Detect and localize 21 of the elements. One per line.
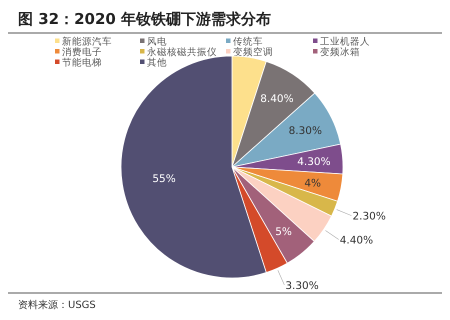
data-label: 2.30%: [352, 210, 386, 223]
title: 图 32：2020 年钕铁硼下游需求分布: [18, 10, 272, 28]
legend-label: 变频冰箱: [320, 46, 360, 58]
data-label: 8.40%: [260, 93, 294, 106]
legend-label: 新能源汽车: [62, 36, 112, 48]
data-label: 5%: [275, 226, 292, 238]
legend-label: 其他: [147, 56, 167, 68]
legend-label: 消费电子: [62, 46, 102, 58]
legend-label: 变频空调: [233, 46, 273, 58]
legend-label: 传统车: [233, 36, 263, 48]
data-label: 4.40%: [340, 234, 374, 247]
data-label: 8.30%: [288, 124, 322, 137]
data-label: 4.30%: [297, 156, 331, 168]
data-label: 55%: [152, 172, 176, 185]
annotation: 资料来源：USGS: [18, 300, 96, 311]
legend-label: 工业机器人: [320, 36, 370, 48]
legend-label: 节能电梯: [62, 56, 102, 68]
legend-label: 永磁核磁共振仪: [147, 46, 217, 58]
legend-label: 风电: [147, 36, 167, 48]
data-label: 4%: [304, 177, 322, 190]
data-label: 3.30%: [285, 280, 319, 292]
